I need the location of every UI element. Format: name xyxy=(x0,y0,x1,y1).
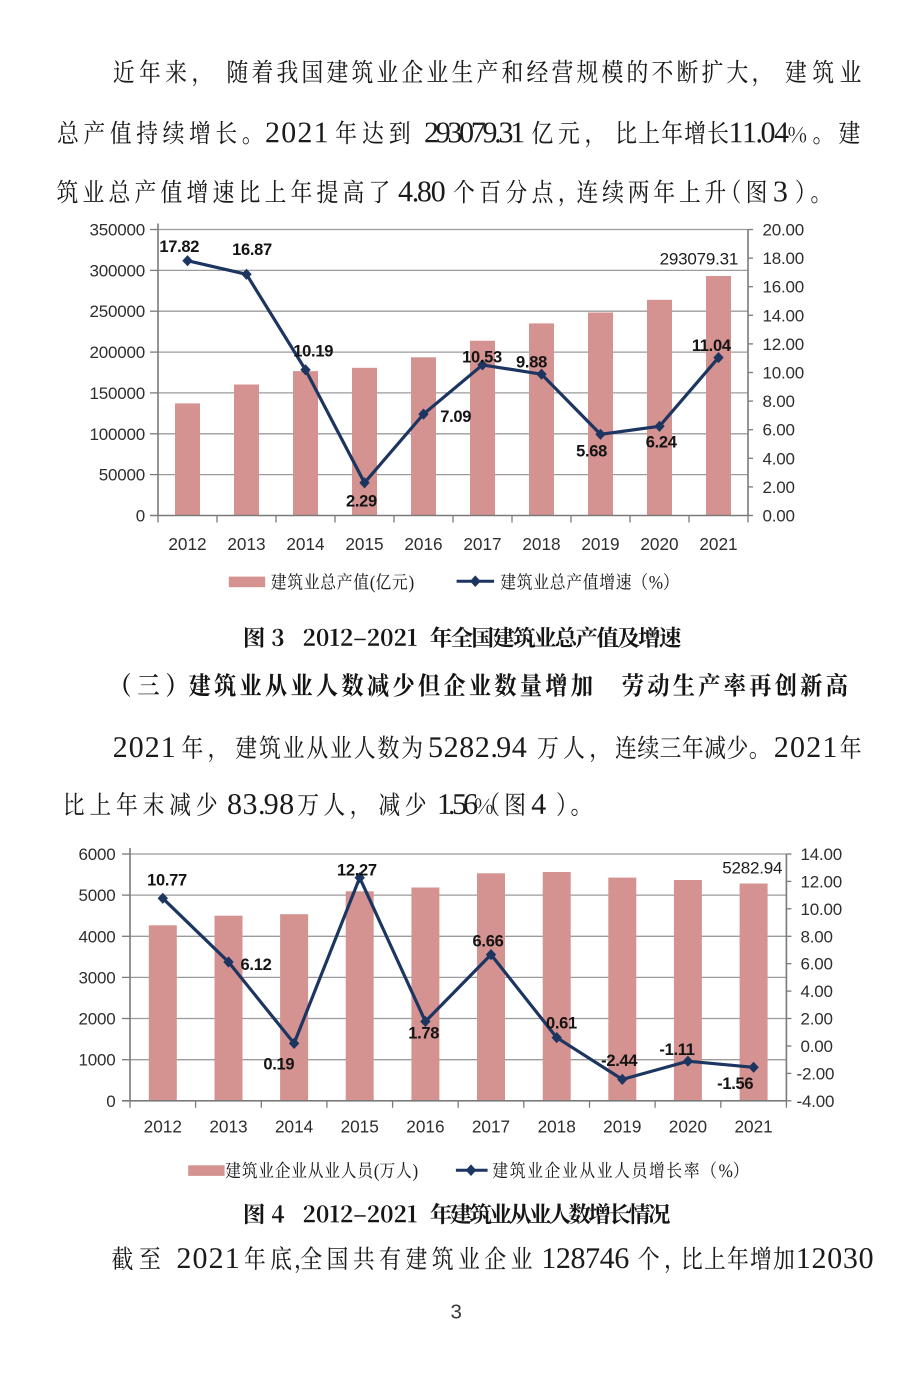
svg-text:5.68: 5.68 xyxy=(576,442,607,460)
svg-text:2013: 2013 xyxy=(227,534,265,554)
svg-text:0.19: 0.19 xyxy=(263,1056,294,1074)
svg-text:2018: 2018 xyxy=(538,1117,576,1137)
svg-text:150000: 150000 xyxy=(89,384,145,403)
svg-text:2015: 2015 xyxy=(345,534,383,554)
svg-text:293079.31: 293079.31 xyxy=(660,250,739,269)
svg-text:2016: 2016 xyxy=(404,534,442,554)
svg-text:1000: 1000 xyxy=(78,1051,115,1070)
svg-text:6.00: 6.00 xyxy=(801,955,833,974)
svg-text:0.61: 0.61 xyxy=(546,1014,577,1032)
svg-text:-1.56: -1.56 xyxy=(717,1075,753,1093)
svg-text:11.04: 11.04 xyxy=(692,337,732,355)
svg-text:3000: 3000 xyxy=(78,968,115,987)
svg-text:4.00: 4.00 xyxy=(763,449,795,468)
svg-text:1.78: 1.78 xyxy=(408,1025,439,1043)
svg-text:10.00: 10.00 xyxy=(763,364,805,383)
svg-text:2012: 2012 xyxy=(168,534,206,554)
svg-text:2013: 2013 xyxy=(209,1117,247,1137)
svg-text:50000: 50000 xyxy=(99,466,145,485)
svg-text:2016: 2016 xyxy=(406,1117,444,1137)
svg-text:10.19: 10.19 xyxy=(293,343,333,361)
svg-text:2014: 2014 xyxy=(286,534,325,554)
svg-text:12.00: 12.00 xyxy=(801,872,843,891)
svg-text:2015: 2015 xyxy=(341,1117,379,1137)
svg-text:12.27: 12.27 xyxy=(337,861,377,879)
svg-text:2.00: 2.00 xyxy=(801,1010,833,1029)
svg-text:2017: 2017 xyxy=(463,534,501,554)
svg-text:16.87: 16.87 xyxy=(232,241,272,259)
svg-text:6.24: 6.24 xyxy=(646,434,678,452)
svg-text:2000: 2000 xyxy=(78,1010,115,1029)
svg-text:14.00: 14.00 xyxy=(763,306,805,325)
svg-text:2020: 2020 xyxy=(640,534,678,554)
svg-text:10.00: 10.00 xyxy=(801,900,843,919)
svg-text:2012: 2012 xyxy=(144,1117,182,1137)
svg-text:0.00: 0.00 xyxy=(801,1037,833,1056)
svg-text:250000: 250000 xyxy=(89,302,145,321)
svg-text:-2.44: -2.44 xyxy=(601,1052,638,1070)
svg-text:8.00: 8.00 xyxy=(763,392,795,411)
svg-text:7.09: 7.09 xyxy=(440,408,471,426)
svg-text:6.66: 6.66 xyxy=(473,932,504,950)
svg-text:3: 3 xyxy=(450,1300,461,1323)
svg-text:2021: 2021 xyxy=(734,1117,772,1137)
svg-text:2019: 2019 xyxy=(581,534,619,554)
svg-text:10.77: 10.77 xyxy=(147,871,187,889)
svg-text:2020: 2020 xyxy=(669,1117,707,1137)
svg-text:2018: 2018 xyxy=(522,534,560,554)
svg-text:18.00: 18.00 xyxy=(763,249,805,268)
svg-text:0.00: 0.00 xyxy=(763,507,795,526)
svg-text:2.00: 2.00 xyxy=(763,478,795,497)
svg-text:2021: 2021 xyxy=(699,534,737,554)
svg-text:4000: 4000 xyxy=(78,927,115,946)
svg-text:5000: 5000 xyxy=(78,886,115,905)
svg-text:14.00: 14.00 xyxy=(801,845,843,864)
svg-text:-2.00: -2.00 xyxy=(797,1064,835,1083)
svg-text:8.00: 8.00 xyxy=(801,927,833,946)
svg-text:10.53: 10.53 xyxy=(462,349,502,367)
svg-text:2017: 2017 xyxy=(472,1117,510,1137)
svg-text:5282.94: 5282.94 xyxy=(722,859,782,878)
svg-text:350000: 350000 xyxy=(89,221,145,240)
svg-text:2014: 2014 xyxy=(275,1117,314,1137)
svg-text:0: 0 xyxy=(136,507,145,526)
svg-text:12.00: 12.00 xyxy=(763,335,805,354)
svg-text:-1.11: -1.11 xyxy=(659,1041,694,1059)
svg-text:6000: 6000 xyxy=(78,845,115,864)
svg-text:-4.00: -4.00 xyxy=(797,1092,835,1111)
svg-text:2019: 2019 xyxy=(603,1117,641,1137)
svg-text:300000: 300000 xyxy=(89,261,145,280)
svg-text:17.82: 17.82 xyxy=(159,238,199,256)
svg-text:4.00: 4.00 xyxy=(801,982,833,1001)
svg-text:9.88: 9.88 xyxy=(516,354,547,372)
svg-text:200000: 200000 xyxy=(89,343,145,362)
svg-text:100000: 100000 xyxy=(89,425,145,444)
svg-text:20.00: 20.00 xyxy=(763,221,805,240)
svg-text:6.00: 6.00 xyxy=(763,421,795,440)
svg-text:2.29: 2.29 xyxy=(346,492,377,510)
svg-text:0: 0 xyxy=(106,1092,115,1111)
svg-text:16.00: 16.00 xyxy=(763,278,805,297)
svg-text:6.12: 6.12 xyxy=(241,956,272,974)
